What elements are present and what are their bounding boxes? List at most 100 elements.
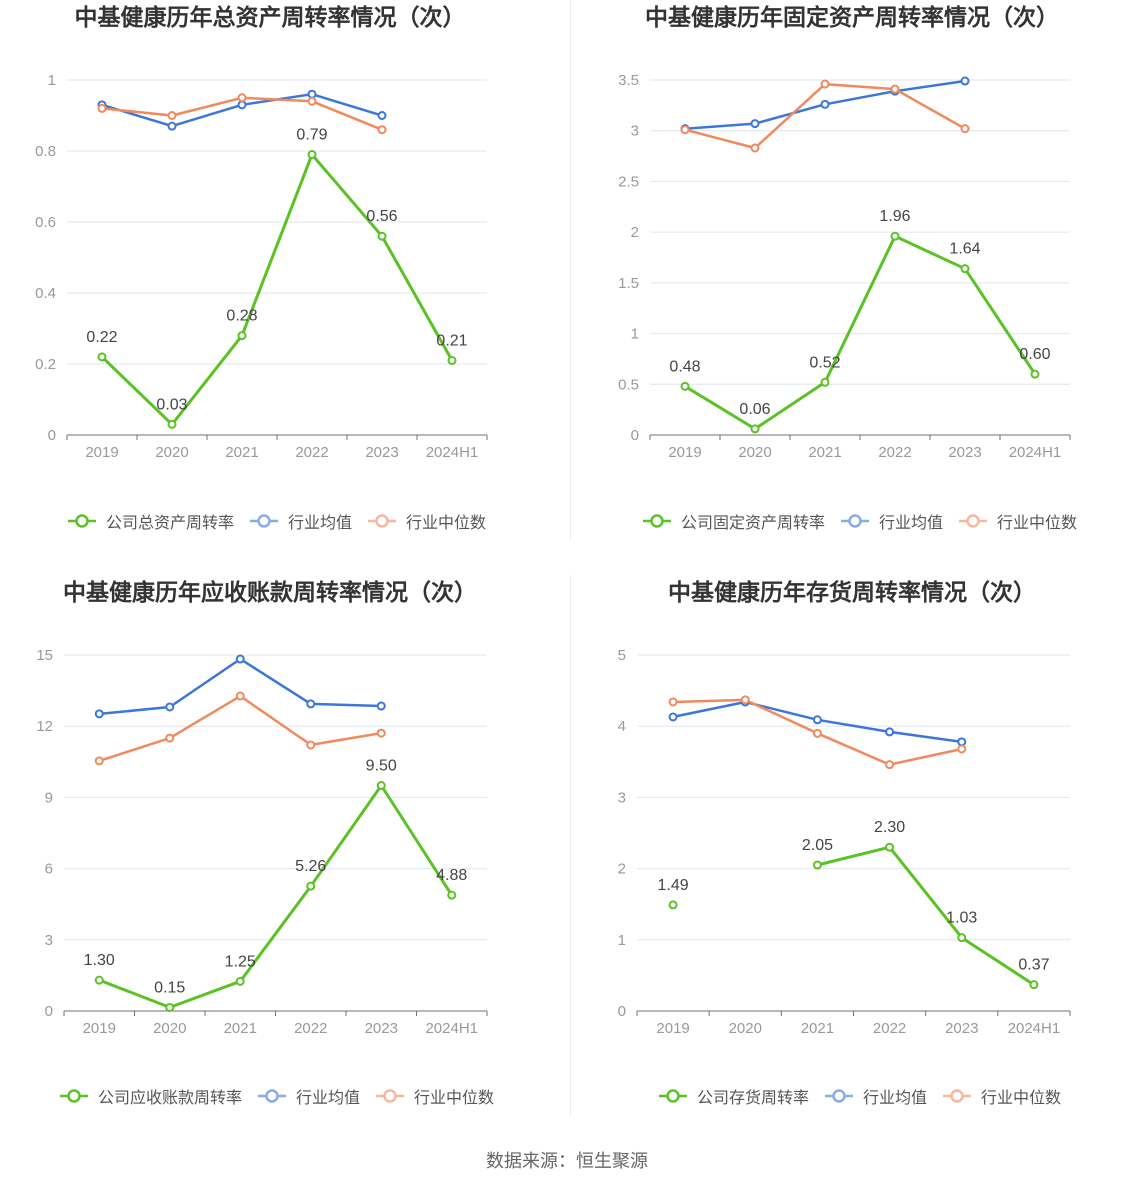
data-point [307, 150, 317, 160]
y-tick-label: 5 [618, 647, 626, 664]
x-tick-label: 2022 [294, 1020, 327, 1037]
legend-line-marker-icon [368, 514, 396, 528]
data-point [237, 100, 247, 110]
data-point [960, 264, 970, 274]
y-tick-label: 2 [631, 224, 639, 241]
data-point [750, 119, 760, 129]
x-tick-label: 2021 [801, 1020, 834, 1037]
data-point [890, 231, 900, 241]
panel-divider [570, 0, 571, 541]
legend-line-marker-icon [642, 514, 671, 528]
data-point [235, 691, 245, 701]
x-tick-label: 2020 [153, 1020, 186, 1037]
company-series: 0.22 0.03 0.28 0.79 0.56 0.21 [86, 127, 468, 429]
data-point [376, 781, 386, 791]
line-chart-total-asset-turnover: 0 0.2 0.4 0.6 0.8 1 2019 2020 2021 2022 2023 2024H1… [35, 72, 488, 461]
data-source-note: 数据来源：恒生聚源 [486, 1151, 648, 1171]
legend-item-industry-average[interactable]: 行业均值 [249, 509, 352, 533]
x-tick-label: 2021 [224, 1020, 257, 1037]
industry-median-series [680, 79, 970, 153]
data-label: 5.26 [295, 858, 326, 875]
x-tick-label: 2019 [656, 1020, 689, 1037]
plot-area: 0 0.2 0.4 0.6 0.8 1 2019 2020 2021 2022 2023 2024H1… [35, 72, 488, 461]
legend-item-industry-median[interactable]: 行业中位数 [376, 1084, 494, 1108]
chart-title: 中基健康历年固定资产周转率情况（次） [645, 4, 1059, 30]
legend-item-company-rate[interactable]: 公司存货周转率 [658, 1084, 809, 1108]
data-point [960, 76, 970, 86]
x-tick-label: 2023 [948, 444, 981, 461]
data-point [812, 715, 822, 725]
x-tick-label: 2022 [878, 444, 911, 461]
x-tick-label: 2021 [808, 444, 841, 461]
y-tick-label: 0.8 [35, 143, 56, 160]
data-point [94, 975, 104, 985]
company-series: 1.49 2.05 2.30 1.03 0.37 [658, 819, 1050, 990]
x-tick-label: 2020 [729, 1020, 762, 1037]
data-point [167, 121, 177, 131]
y-tick-label: 0 [45, 1003, 53, 1020]
legend-label: 行业均值 [287, 515, 352, 532]
line-chart-receivables-turnover: 0 3 6 9 12 15 2019 2020 2021 2022 2023 2024H1 1.30 0.… [36, 647, 488, 1037]
legend-item-industry-average[interactable]: 行业均值 [824, 1084, 927, 1108]
data-point [447, 890, 457, 900]
chart-title: 中基健康历年存货周转率情况（次） [668, 579, 1036, 605]
legend-item-company-rate[interactable]: 公司固定资产周转率 [642, 509, 825, 533]
x-tick-label: 2022 [873, 1020, 906, 1037]
y-tick-label: 0.2 [35, 356, 56, 373]
data-point [306, 740, 316, 750]
data-point [680, 125, 690, 135]
y-tick-label: 0.5 [618, 376, 639, 393]
data-point [377, 125, 387, 135]
y-tick-label: 3 [631, 123, 639, 140]
data-label: 0.48 [669, 358, 700, 375]
data-point [235, 654, 245, 664]
chart-panel-receivables-turnover: 0 3 6 9 12 15 2019 2020 2021 2022 2023 2024H1 1.30 0.… [0, 575, 540, 1120]
x-tick-label: 2024H1 [425, 1020, 478, 1037]
x-tick-label: 2019 [85, 444, 118, 461]
legend-line-marker-icon [959, 514, 987, 528]
data-point [740, 695, 750, 705]
y-tick-label: 3 [45, 932, 53, 949]
legend-item-industry-average[interactable]: 行业均值 [840, 509, 943, 533]
data-label: 2.30 [874, 819, 905, 836]
x-tick-label: 2019 [668, 444, 701, 461]
company-series-line [683, 234, 1037, 431]
panel-divider [570, 575, 571, 1117]
legend-label: 行业均值 [295, 1090, 360, 1107]
company-series-line [815, 845, 1036, 987]
y-tick-label: 0 [631, 427, 639, 444]
legend-label: 行业中位数 [981, 1090, 1062, 1107]
industry-median-series [97, 93, 387, 135]
data-point [812, 860, 822, 870]
data-label: 1.49 [658, 877, 689, 894]
legend-label: 公司应收账款周转率 [97, 1090, 242, 1107]
chart-panel-total-asset-turnover: 0 0.2 0.4 0.6 0.8 1 2019 2020 2021 2022 2023 2024H1… [0, 0, 540, 545]
data-point [750, 143, 760, 153]
data-label: 0.21 [436, 332, 467, 349]
industry-average-series [97, 89, 387, 131]
data-label: 1.96 [879, 208, 910, 225]
legend-item-company-rate[interactable]: 公司总资产周转率 [67, 509, 234, 533]
legend-item-industry-median[interactable]: 行业中位数 [959, 509, 1077, 533]
data-point [957, 737, 967, 747]
plot-area: 0 0.5 1 1.5 2 2.5 3 3.5 2019 2020 2021 2022 2023 2024… [618, 72, 1071, 461]
legend-item-industry-median[interactable]: 行业中位数 [943, 1084, 1061, 1108]
data-point [167, 111, 177, 120]
chart-title: 中基健康历年总资产周转率情况（次） [74, 4, 466, 30]
chart-panel-inventory-turnover: 0 1 2 3 4 5 2019 2020 2021 2022 2023 2024H1 1.49 2.05… [570, 575, 1134, 1120]
data-label: 1.25 [225, 953, 256, 970]
data-point [376, 701, 386, 711]
data-point [885, 760, 895, 770]
data-point [1029, 980, 1039, 990]
legend-item-industry-median[interactable]: 行业中位数 [368, 509, 486, 533]
chart-title: 中基健康历年应收账款周转率情况（次） [63, 579, 477, 605]
data-label: 0.15 [154, 979, 185, 996]
legend-line-marker-icon [376, 1089, 404, 1103]
legend-item-company-rate[interactable]: 公司应收账款周转率 [59, 1084, 242, 1108]
legend-label: 公司存货周转率 [696, 1090, 809, 1107]
legend-item-industry-average[interactable]: 行业均值 [257, 1084, 360, 1108]
legend-line-marker-icon [840, 514, 869, 528]
x-tick-label: 2022 [295, 444, 328, 461]
y-tick-label: 3.5 [618, 72, 639, 89]
data-point [97, 352, 107, 362]
